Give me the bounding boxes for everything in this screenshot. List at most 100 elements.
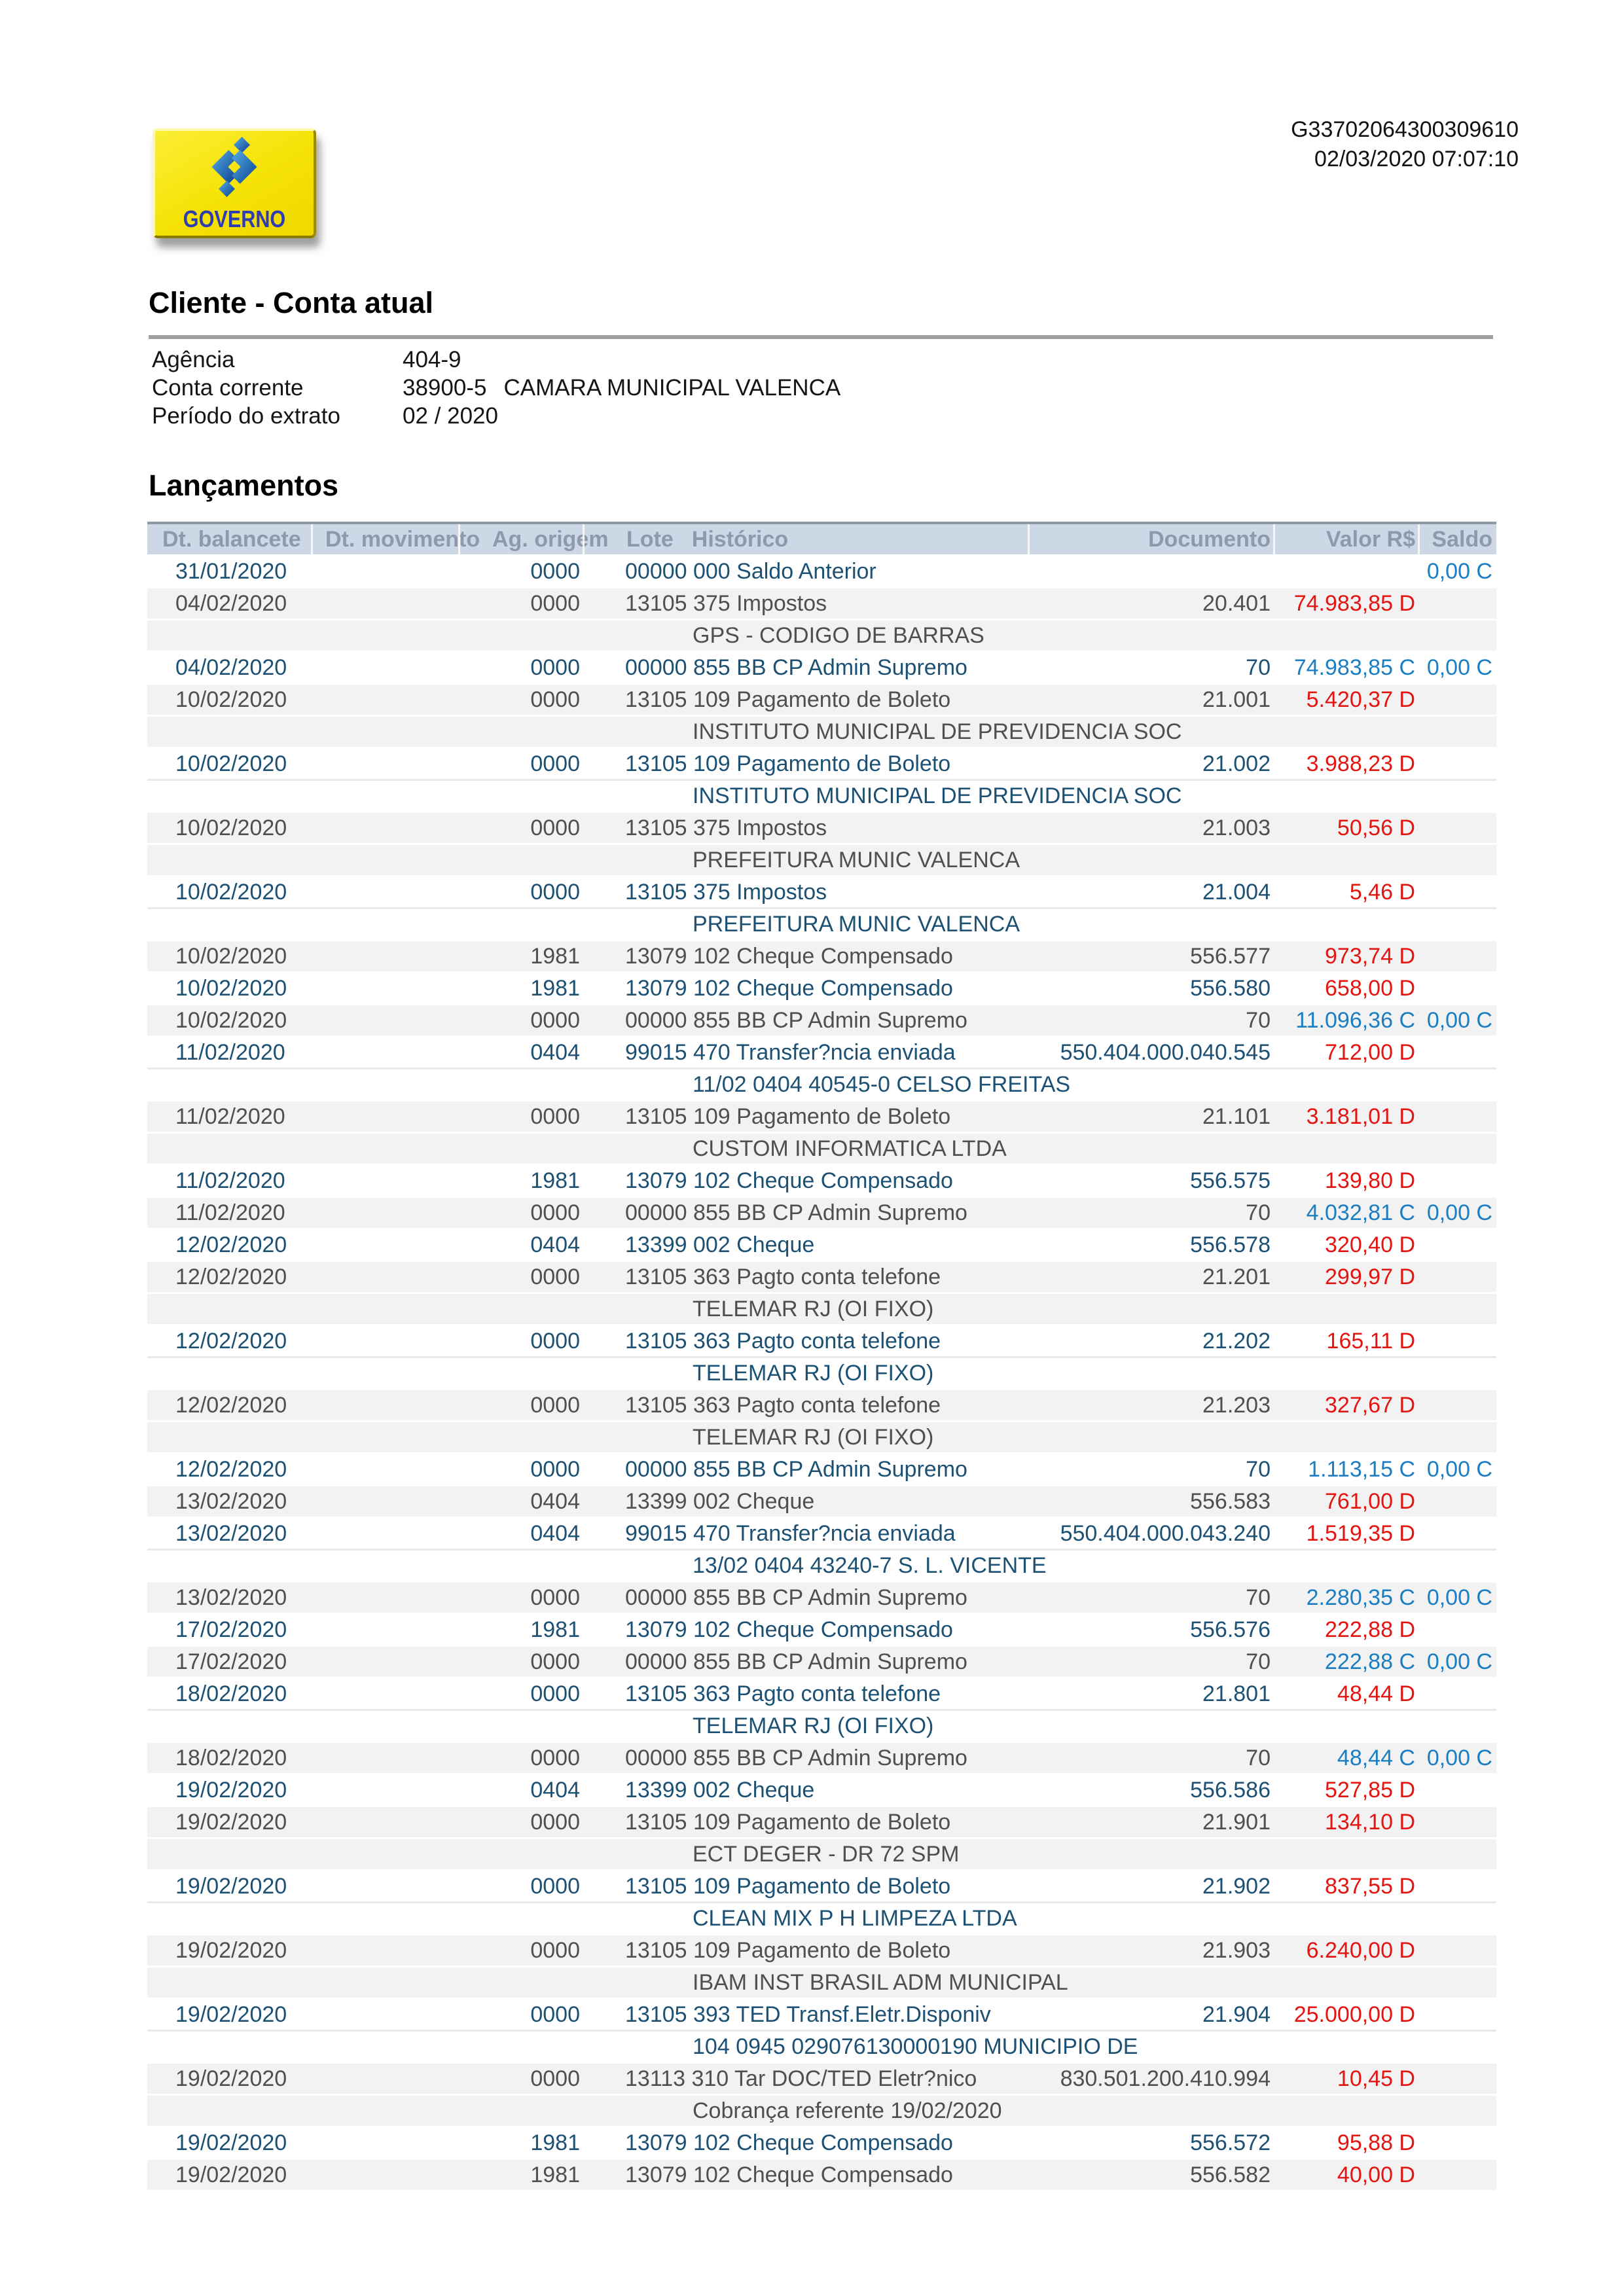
- conta-holder-name: CAMARA MUNICIPAL VALENCA: [503, 375, 841, 401]
- transaction-description-row: ECT DEGER - DR 72 SPM: [147, 1837, 1496, 1869]
- account-info: Agência 404-9 Conta corrente 38900-5 CAMARA…: [152, 346, 840, 430]
- ag-origem-cell: 1981: [530, 2162, 580, 2187]
- documento-cell: 70: [1246, 655, 1271, 680]
- transaction-row: 19/02/2020 1981 13079 102 Cheque Compensad…: [147, 2158, 1496, 2190]
- header-ag-origem: Ag. origem: [458, 524, 609, 554]
- transaction-description-row: CLEAN MIX P H LIMPEZA LTDA: [147, 1901, 1496, 1933]
- historico-cell: 13079 102 Cheque Compensado: [625, 975, 953, 1001]
- ag-origem-cell: 0000: [530, 1585, 580, 1610]
- saldo-cell: 0,00 C: [1426, 558, 1492, 584]
- info-row-conta: Conta corrente 38900-5 CAMARA MUNICIPAL VA…: [152, 374, 840, 402]
- ag-origem-cell: 0000: [530, 687, 580, 712]
- ag-origem-cell: 1981: [530, 1617, 580, 1642]
- header-saldo: Saldo: [1418, 524, 1496, 554]
- valor-cell: 48,44 C: [1337, 1745, 1415, 1770]
- transaction-description: ECT DEGER - DR 72 SPM: [693, 1841, 960, 1867]
- ag-origem-cell: 0000: [530, 558, 580, 584]
- dt-balancete-cell: 13/02/2020: [175, 1585, 287, 1610]
- transaction-description: CLEAN MIX P H LIMPEZA LTDA: [693, 1905, 1017, 1931]
- valor-cell: 527,85 D: [1325, 1777, 1415, 1803]
- historico-cell: 13105 375 Impostos: [625, 815, 827, 840]
- transaction-row: 11/02/2020 0000 13105 109 Pagamento de Bol…: [147, 1100, 1496, 1132]
- info-row-periodo: Período do extrato 02 / 2020: [152, 402, 840, 430]
- historico-cell: 13105 363 Pagto conta telefone: [625, 1681, 941, 1706]
- documento-cell: 21.903: [1202, 1937, 1271, 1963]
- dt-balancete-cell: 19/02/2020: [175, 2162, 287, 2187]
- historico-cell: 13105 375 Impostos: [625, 879, 827, 905]
- dt-balancete-cell: 11/02/2020: [175, 1200, 285, 1225]
- transaction-description: GPS - CODIGO DE BARRAS: [693, 622, 984, 648]
- saldo-cell: 0,00 C: [1426, 1456, 1492, 1482]
- documento-cell: 830.501.200.410.994: [1060, 2066, 1271, 2091]
- saldo-cell: 0,00 C: [1426, 1585, 1492, 1610]
- transaction-description-row: CUSTOM INFORMATICA LTDA: [147, 1132, 1496, 1164]
- historico-cell: 13399 002 Cheque: [625, 1488, 815, 1514]
- conta-value: 38900-5: [403, 375, 487, 401]
- historico-cell: 13105 109 Pagamento de Boleto: [625, 1809, 951, 1835]
- dt-balancete-cell: 18/02/2020: [175, 1745, 287, 1770]
- historico-cell: 00000 855 BB CP Admin Supremo: [625, 1200, 967, 1225]
- valor-cell: 3.181,01 D: [1306, 1103, 1415, 1129]
- valor-cell: 25.000,00 D: [1293, 2001, 1415, 2027]
- valor-cell: 320,40 D: [1325, 1232, 1415, 1257]
- historico-cell: 13105 363 Pagto conta telefone: [625, 1328, 941, 1354]
- valor-cell: 50,56 D: [1337, 815, 1415, 840]
- ag-origem-cell: 0000: [530, 2066, 580, 2091]
- documento-cell: 21.202: [1202, 1328, 1271, 1354]
- transaction-description-row: TELEMAR RJ (OI FIXO): [147, 1356, 1496, 1388]
- ag-origem-cell: 0404: [530, 1488, 580, 1514]
- transaction-row: 04/02/2020 0000 13105 375 Impostos 20.401 74…: [147, 586, 1496, 619]
- documento-cell: 556.583: [1190, 1488, 1271, 1514]
- dt-balancete-cell: 10/02/2020: [175, 879, 287, 905]
- transaction-description: PREFEITURA MUNIC VALENCA: [693, 911, 1020, 937]
- transaction-description-row: 13/02 0404 43240-7 S. L. VICENTE: [147, 1549, 1496, 1581]
- historico-cell: 13079 102 Cheque Compensado: [625, 2162, 953, 2187]
- transaction-row: 12/02/2020 0000 13105 363 Pagto conta tele…: [147, 1260, 1496, 1292]
- transaction-row: 11/02/2020 0404 99015 470 Transfer?ncia en…: [147, 1035, 1496, 1067]
- dt-balancete-cell: 12/02/2020: [175, 1232, 287, 1257]
- valor-cell: 134,10 D: [1325, 1809, 1415, 1835]
- valor-cell: 5.420,37 D: [1306, 687, 1415, 712]
- dt-balancete-cell: 10/02/2020: [175, 815, 287, 840]
- agencia-label: Agência: [152, 347, 235, 372]
- documento-cell: 556.580: [1190, 975, 1271, 1001]
- transaction-row: 18/02/2020 0000 13105 363 Pagto conta tele…: [147, 1677, 1496, 1709]
- valor-cell: 95,88 D: [1337, 2130, 1415, 2155]
- header-dt-movimento: Dt. movimento: [311, 524, 480, 554]
- documento-cell: 70: [1246, 1585, 1271, 1610]
- historico-cell: 13105 363 Pagto conta telefone: [625, 1264, 941, 1289]
- transaction-row: 12/02/2020 0000 13105 363 Pagto conta tele…: [147, 1324, 1496, 1356]
- ag-origem-cell: 1981: [530, 975, 580, 1001]
- valor-cell: 973,74 D: [1325, 943, 1415, 969]
- transaction-row: 17/02/2020 1981 13079 102 Cheque Compensad…: [147, 1613, 1496, 1645]
- dt-balancete-cell: 19/02/2020: [175, 1937, 287, 1963]
- transaction-row: 19/02/2020 0000 13105 393 TED Transf.Eletr…: [147, 1998, 1496, 2030]
- transaction-description: TELEMAR RJ (OI FIXO): [693, 1360, 934, 1386]
- valor-cell: 6.240,00 D: [1306, 1937, 1415, 1963]
- periodo-label: Período do extrato: [152, 403, 340, 429]
- ag-origem-cell: 0000: [530, 815, 580, 840]
- header-lote: Lote: [626, 526, 674, 552]
- bank-brand-icon: [203, 134, 266, 203]
- historico-cell: 13105 375 Impostos: [625, 590, 827, 616]
- dt-balancete-cell: 10/02/2020: [175, 975, 287, 1001]
- table-header-row: Dt. balancete Dt. movimento Ag. origem L…: [147, 522, 1496, 554]
- dt-balancete-cell: 04/02/2020: [175, 655, 287, 680]
- dt-balancete-cell: 10/02/2020: [175, 751, 287, 776]
- dt-balancete-cell: 11/02/2020: [175, 1039, 285, 1065]
- historico-cell: 13079 102 Cheque Compensado: [625, 2130, 953, 2155]
- dt-balancete-cell: 18/02/2020: [175, 1681, 287, 1706]
- documento-cell: 550.404.000.040.545: [1060, 1039, 1271, 1065]
- logo-governo-label: GOVERNO: [183, 205, 286, 232]
- transaction-row: 13/02/2020 0404 13399 002 Cheque 556.583 761…: [147, 1484, 1496, 1516]
- ag-origem-cell: 0000: [530, 1200, 580, 1225]
- transactions-table: Dt. balancete Dt. movimento Ag. origem L…: [147, 522, 1496, 2190]
- documento-cell: 21.101: [1202, 1103, 1271, 1129]
- valor-cell: 327,67 D: [1325, 1392, 1415, 1418]
- historico-cell: 00000 855 BB CP Admin Supremo: [625, 1745, 967, 1770]
- transaction-description: CUSTOM INFORMATICA LTDA: [693, 1136, 1007, 1161]
- valor-cell: 74.983,85 D: [1293, 590, 1415, 616]
- documento-cell: 21.801: [1202, 1681, 1271, 1706]
- historico-cell: 00000 855 BB CP Admin Supremo: [625, 1007, 967, 1033]
- transaction-row: 31/01/2020 0000 00000 000 Saldo Anterior 0,…: [147, 554, 1496, 586]
